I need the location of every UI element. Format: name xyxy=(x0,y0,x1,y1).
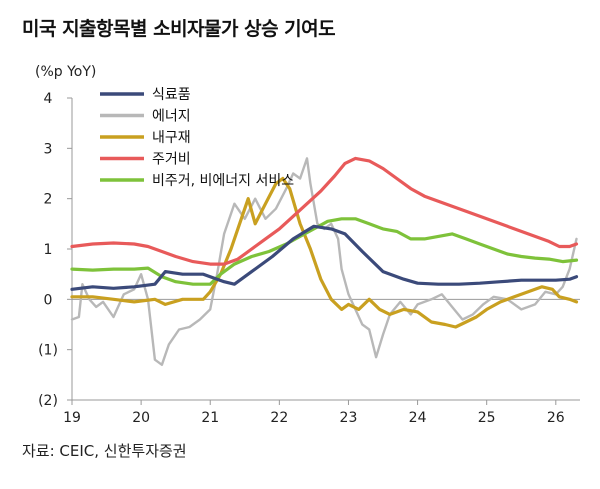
series-line xyxy=(70,217,579,286)
y-axis-unit-label: (%p YoY) xyxy=(35,64,96,80)
legend-label: 에너지 xyxy=(152,109,191,125)
legend-label: 내구재 xyxy=(152,130,191,146)
x-tick-label: 26 xyxy=(547,410,565,426)
y-tick-label: 1 xyxy=(44,242,53,258)
y-tick-label: (2) xyxy=(38,393,58,409)
x-tick-label: 23 xyxy=(340,410,358,426)
legend-label: 주거비 xyxy=(152,152,191,168)
series-line xyxy=(70,176,579,329)
series-line xyxy=(70,224,579,291)
y-tick-label: 0 xyxy=(44,292,53,308)
chart-series-lines xyxy=(70,156,579,366)
legend-label: 식료품 xyxy=(152,87,191,103)
x-tick-label: 21 xyxy=(201,410,219,426)
x-tick-label: 19 xyxy=(63,410,81,426)
legend-label: 비주거, 비에너지 서비스 xyxy=(152,173,294,189)
y-tick-label: 4 xyxy=(44,91,53,107)
chart-title: 미국 지출항목별 소비자물가 상승 기여도 xyxy=(22,18,336,40)
y-tick-label: 3 xyxy=(44,141,53,157)
x-tick-label: 22 xyxy=(270,410,288,426)
x-tick-label: 25 xyxy=(478,410,496,426)
series-line xyxy=(70,157,578,366)
series-line xyxy=(70,156,579,266)
source-note: 자료: CEIC, 신한투자증권 xyxy=(22,442,187,460)
x-tick-label: 24 xyxy=(409,410,427,426)
y-tick-label: 2 xyxy=(44,192,53,208)
y-tick-label: (1) xyxy=(38,343,58,359)
x-tick-label: 20 xyxy=(132,410,150,426)
